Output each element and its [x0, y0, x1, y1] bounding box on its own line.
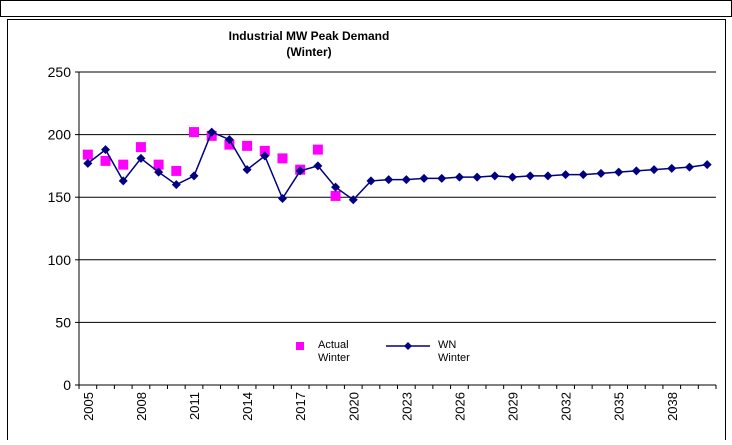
marker — [260, 151, 270, 161]
marker — [596, 168, 606, 178]
x-tick-label: 2026 — [452, 392, 467, 421]
marker — [295, 166, 305, 176]
y-tick-label: 50 — [55, 314, 71, 330]
marker — [154, 167, 164, 177]
marker — [171, 165, 182, 176]
marker — [100, 155, 111, 166]
marker — [207, 127, 217, 137]
legend-label: WN Winter — [438, 339, 470, 364]
marker — [242, 140, 253, 151]
marker — [366, 176, 376, 186]
marker — [101, 145, 111, 155]
marker — [525, 171, 535, 181]
x-tick-label: 2020 — [346, 392, 361, 421]
marker — [135, 142, 146, 153]
marker — [437, 173, 447, 183]
marker — [578, 170, 588, 180]
marker — [508, 172, 518, 182]
marker — [259, 145, 270, 156]
marker — [171, 180, 181, 190]
marker — [83, 158, 93, 168]
y-tick-label: 150 — [48, 189, 72, 205]
marker — [277, 193, 287, 203]
marker — [313, 161, 323, 171]
marker — [649, 165, 659, 175]
marker — [631, 166, 641, 176]
legend-marker — [404, 342, 412, 350]
marker — [189, 127, 200, 138]
marker — [614, 167, 624, 177]
marker — [667, 163, 677, 173]
marker — [189, 171, 199, 181]
x-tick-label: 2017 — [293, 392, 308, 421]
marker — [330, 190, 341, 201]
x-tick-label: 2011 — [187, 392, 202, 420]
marker — [224, 135, 234, 145]
marker — [82, 149, 93, 160]
x-tick-label: 2023 — [399, 392, 414, 421]
legend-marker — [296, 342, 304, 350]
marker — [472, 172, 482, 182]
x-tick-label: 2038 — [665, 392, 680, 421]
y-tick-label: 100 — [48, 252, 72, 268]
chart-frame — [7, 19, 726, 441]
marker — [419, 173, 429, 183]
legend-label: Actual Winter — [318, 339, 350, 364]
y-tick-label: 250 — [48, 64, 72, 80]
marker — [702, 160, 712, 170]
x-tick-label: 2029 — [506, 392, 521, 421]
marker — [401, 175, 411, 185]
marker — [136, 153, 146, 163]
y-tick-label: 0 — [63, 377, 71, 393]
x-tick-label: 2008 — [134, 392, 149, 421]
marker — [331, 182, 341, 192]
marker — [348, 195, 358, 205]
marker — [384, 175, 394, 185]
marker — [153, 159, 164, 170]
series-line — [87, 131, 708, 201]
x-tick-label: 2005 — [81, 392, 96, 421]
marker — [490, 171, 500, 181]
marker — [118, 159, 129, 170]
marker — [242, 165, 252, 175]
chart-subtitle: (Winter) — [286, 45, 331, 59]
marker — [543, 171, 553, 181]
marker — [118, 176, 128, 186]
marker — [312, 144, 323, 155]
top-frame — [0, 0, 732, 17]
marker — [277, 153, 288, 164]
marker — [224, 139, 235, 150]
x-tick-label: 2032 — [559, 392, 574, 421]
marker — [561, 170, 571, 180]
y-tick-label: 200 — [48, 127, 72, 143]
marker — [454, 172, 464, 182]
marker — [684, 162, 694, 172]
x-tick-label: 2014 — [240, 392, 255, 421]
chart-title: Industrial MW Peak Demand — [229, 29, 390, 43]
x-tick-label: 2035 — [612, 392, 627, 421]
